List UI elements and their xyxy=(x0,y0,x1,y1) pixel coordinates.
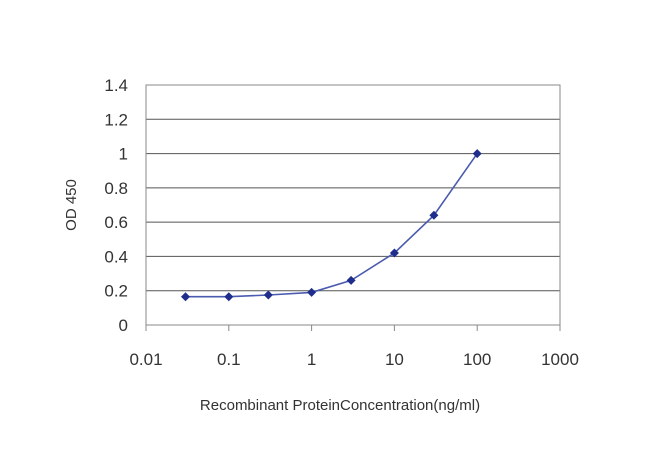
x-tick-label: 100 xyxy=(463,350,491,369)
y-tick-label: 1.4 xyxy=(104,76,128,95)
plot-area xyxy=(146,85,560,325)
y-tick-label: 1 xyxy=(119,145,128,164)
y-tick-label: 0.2 xyxy=(104,282,128,301)
series-group xyxy=(181,149,482,302)
data-point xyxy=(307,287,317,297)
data-point xyxy=(224,292,234,302)
data-point xyxy=(346,275,356,285)
y-tick-label: 0.6 xyxy=(104,213,128,232)
x-tick-label: 10 xyxy=(385,350,404,369)
y-tick-label: 1.2 xyxy=(104,110,128,129)
x-tick-label: 0.1 xyxy=(217,350,241,369)
y-axis-tick-labels: 0 0.2 0.4 0.6 0.8 1 1.2 1.4 xyxy=(104,76,128,335)
x-tick-label: 0.01 xyxy=(129,350,162,369)
plot-frame xyxy=(145,84,561,326)
data-point xyxy=(181,292,191,302)
series-line xyxy=(185,153,478,298)
y-tick-label: 0.4 xyxy=(104,247,128,266)
data-point xyxy=(389,248,399,258)
x-tick-label: 1000 xyxy=(541,350,579,369)
x-axis-tick-labels: 0.01 0.1 1 10 100 1000 xyxy=(129,350,578,369)
y-tick-label: 0 xyxy=(119,316,128,335)
data-point xyxy=(472,149,482,159)
x-axis-ticks xyxy=(145,325,561,331)
data-point xyxy=(263,290,273,300)
y-axis-title: OD 450 xyxy=(63,179,80,231)
y-tick-label: 0.8 xyxy=(104,179,128,198)
x-axis-title: Recombinant ProteinConcentration(ng/ml) xyxy=(200,397,480,414)
data-point xyxy=(429,210,439,220)
x-tick-label: 1 xyxy=(307,350,316,369)
